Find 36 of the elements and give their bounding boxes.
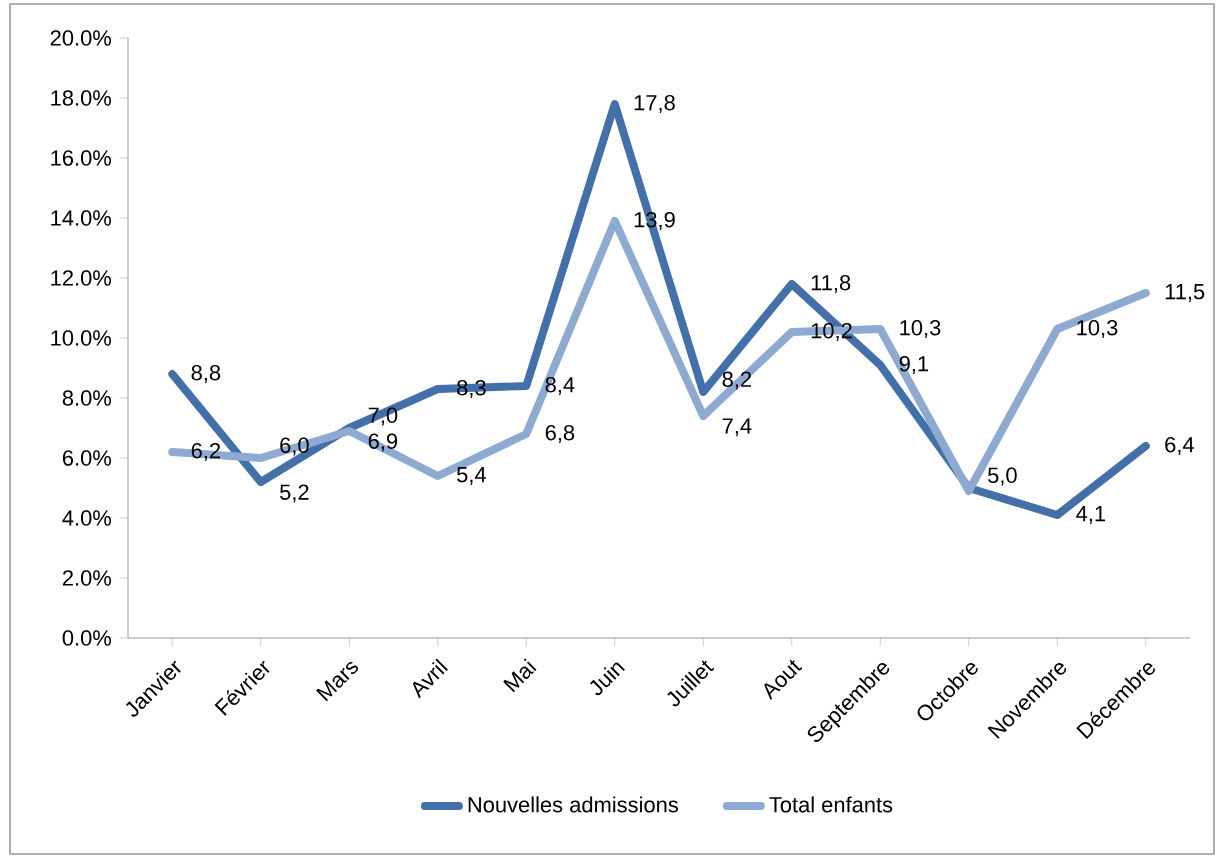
- data-label: 10,3: [1077, 319, 1118, 339]
- legend-label: Total enfants: [769, 796, 893, 813]
- y-tick-label: 12.0%: [51, 270, 111, 286]
- data-label: 6,4: [1165, 436, 1194, 456]
- y-tick-label: 10.0%: [51, 330, 111, 346]
- x-tick-label: Mai: [503, 658, 537, 693]
- data-label: 8,2: [722, 371, 752, 390]
- y-tick-label: 0.0%: [62, 630, 111, 646]
- y-tick-label: 20.0%: [50, 30, 111, 46]
- data-label: 5,0: [988, 467, 1017, 486]
- y-tick-label: 2.0%: [62, 570, 111, 586]
- data-label: 8,4: [545, 376, 575, 396]
- y-tick-label: 14.0%: [51, 210, 111, 226]
- data-label: 4,1: [1076, 506, 1106, 524]
- data-label: 7,4: [722, 418, 752, 437]
- data-label: 11,8: [811, 274, 851, 294]
- y-tick-label: 8.0%: [62, 390, 111, 406]
- legend-label: Nouvelles admissions: [468, 796, 678, 813]
- data-label: 6,2: [191, 442, 221, 462]
- data-label: 10,3: [900, 319, 941, 339]
- data-label: 5,2: [280, 484, 309, 503]
- y-tick-label: 18.0%: [51, 90, 111, 106]
- x-tick-label: Juin: [590, 662, 625, 696]
- data-label: 11,5: [1165, 284, 1205, 302]
- data-label: 6,9: [368, 433, 398, 452]
- data-label: 17,8: [634, 94, 675, 114]
- data-label: 5,4: [457, 467, 486, 485]
- data-label: 6,0: [280, 437, 309, 456]
- data-label: 9,1: [899, 355, 929, 375]
- y-tick-label: 4.0%: [62, 510, 111, 526]
- data-label: 7,0: [368, 407, 398, 426]
- y-tick-label: 6.0%: [62, 450, 111, 466]
- data-label: 10,2: [811, 322, 852, 342]
- data-label: 8,8: [191, 364, 221, 384]
- data-label: 6,8: [545, 424, 575, 444]
- y-tick-label: 16.0%: [51, 150, 111, 166]
